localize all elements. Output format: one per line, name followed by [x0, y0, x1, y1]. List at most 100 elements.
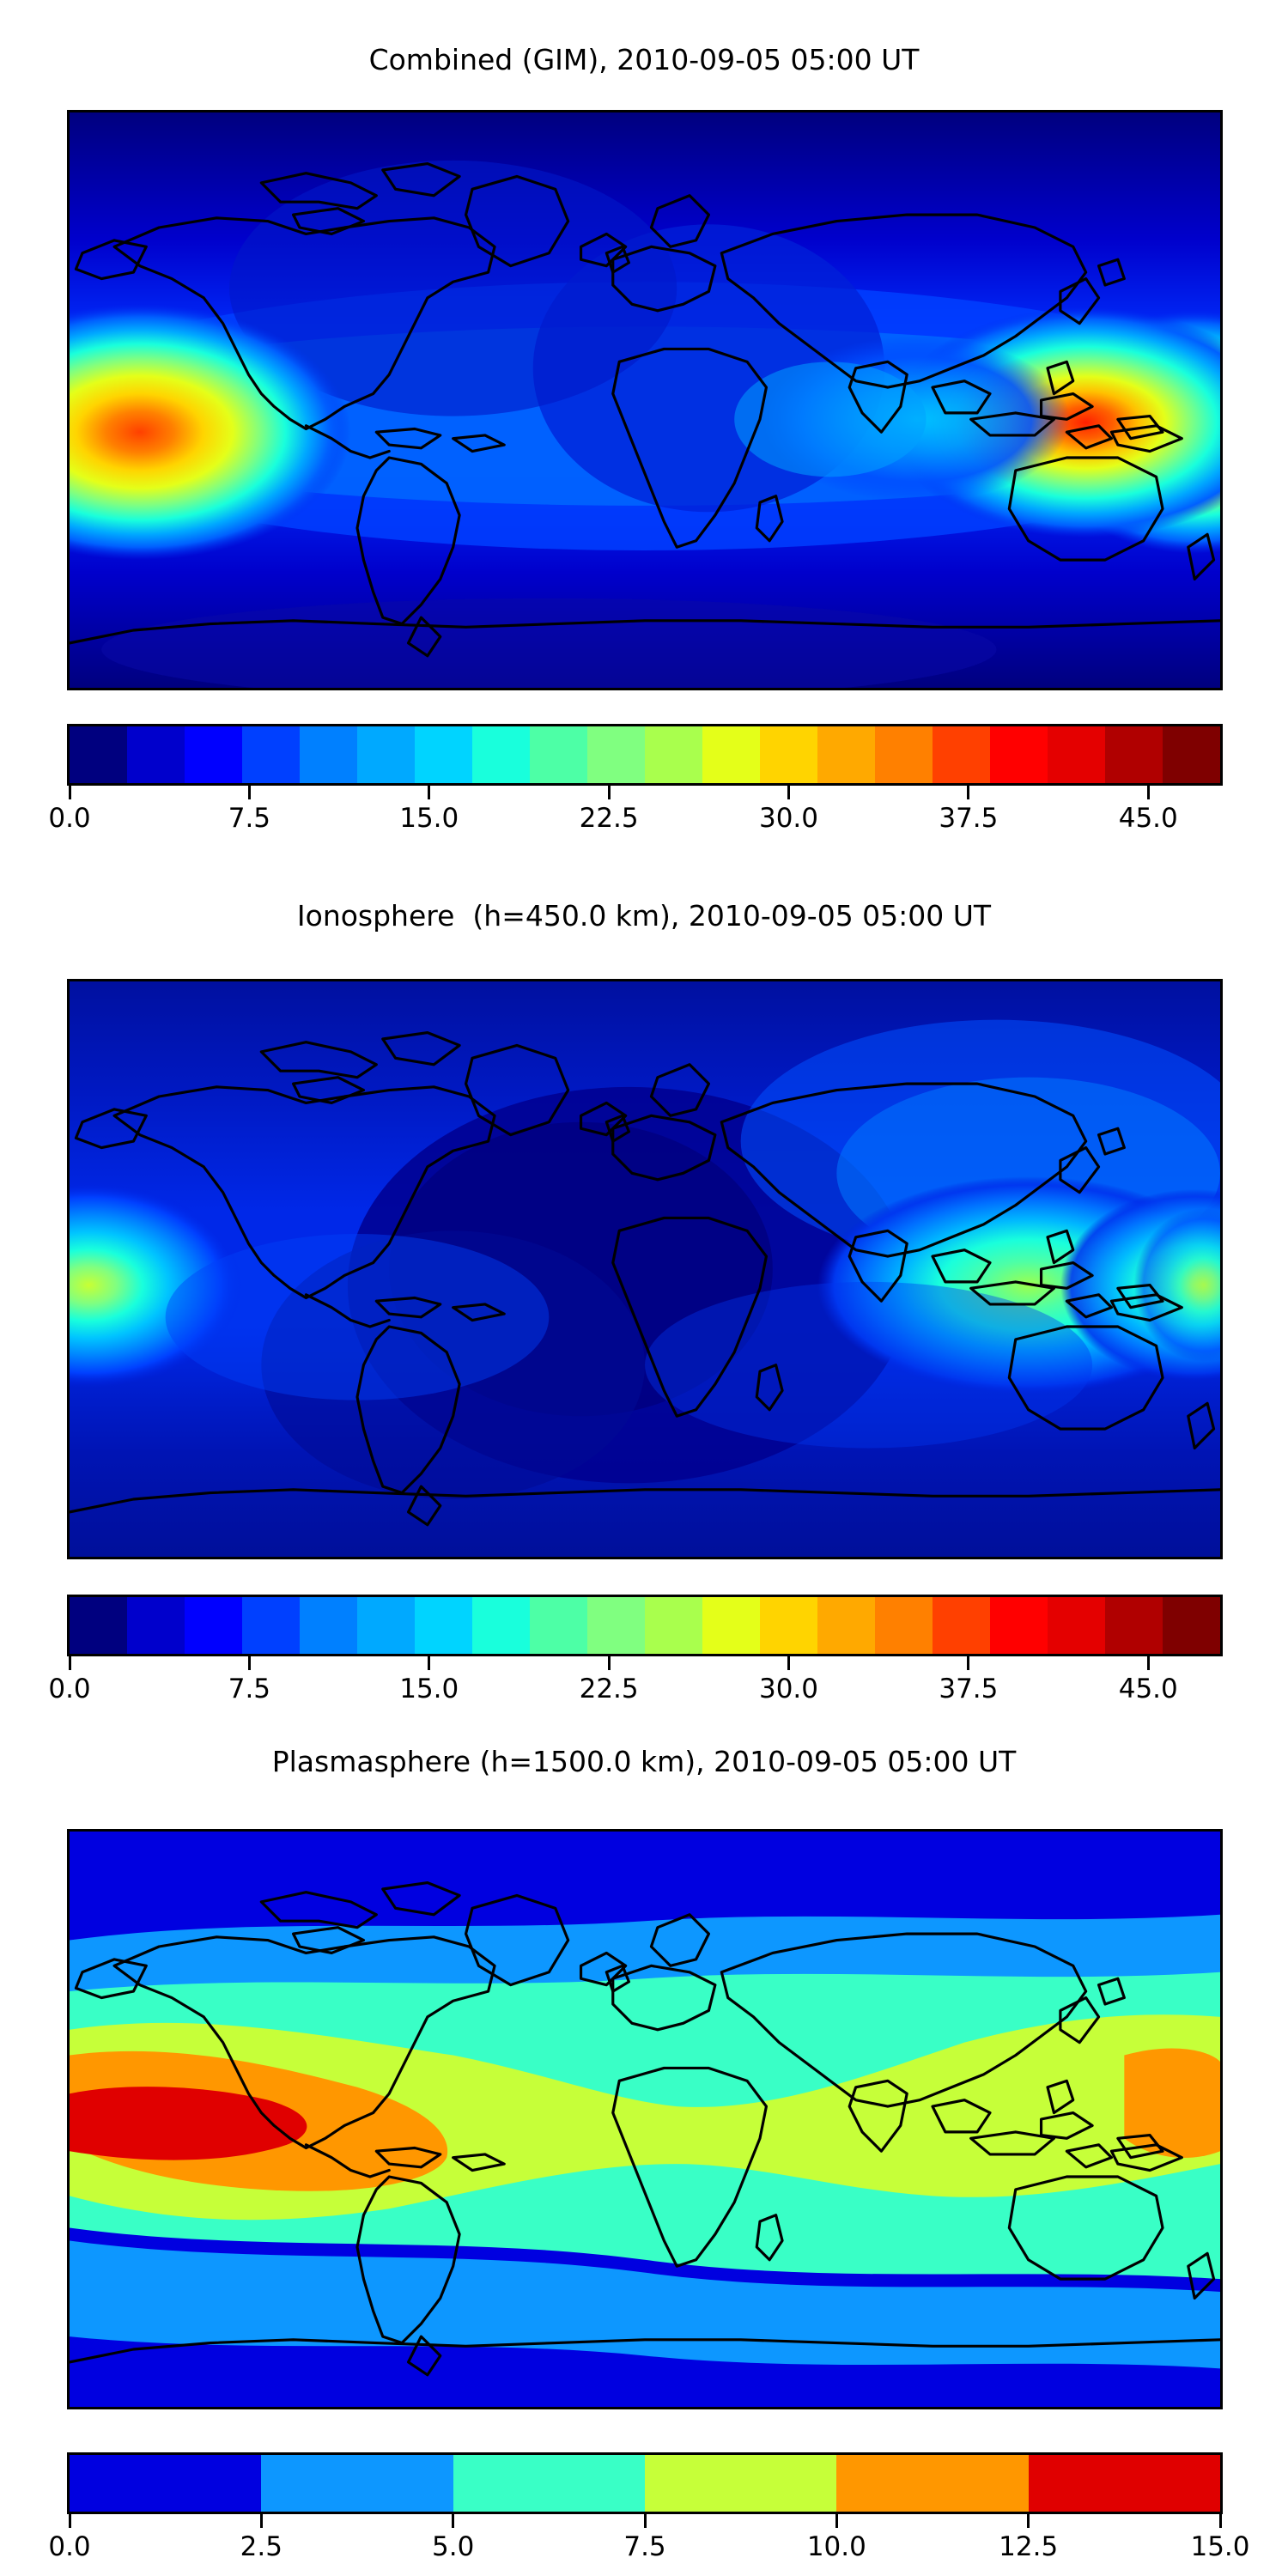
colorbar-combined-gim: 0.0 7.5 15.0 22.5 30.0 37.5 45.0 [48, 724, 1223, 834]
colorbar-segment [875, 1597, 933, 1654]
colorbar-segment [357, 726, 415, 783]
colorbar-tick-label: 7.5 [623, 2531, 666, 2562]
colorbar-tick-label: 30.0 [758, 1674, 819, 1704]
colorbar-segment [702, 1597, 760, 1654]
colorbar-segment [530, 1597, 587, 1654]
colorbar-segment [357, 1597, 415, 1654]
colorbar-segment [185, 1597, 242, 1654]
colorbar-tick-label: 7.5 [228, 1674, 271, 1704]
map-canvas-plasmasphere [70, 1832, 1220, 2407]
colorbar-tick [68, 2514, 71, 2528]
colorbar-segment [817, 726, 875, 783]
colorbar-segment [453, 2455, 645, 2512]
colorbar-segment [1105, 726, 1163, 783]
colorbar-segment [1105, 1597, 1163, 1654]
colorbar-ionosphere: 0.0 7.5 15.0 22.5 30.0 37.5 45.0 [48, 1595, 1223, 1704]
colorbar-segment [587, 1597, 645, 1654]
map-axes-combined-gim [67, 110, 1223, 690]
colorbar-tick [1027, 2514, 1030, 2528]
colorbar-segment [472, 726, 530, 783]
colorbar-segment [702, 726, 760, 783]
colorbar-segment [933, 726, 990, 783]
colorbar-tick [787, 1656, 790, 1670]
colorbar-tick [607, 786, 611, 799]
map-canvas-combined-gim [70, 112, 1220, 688]
colorbar-segment [70, 2455, 262, 2512]
colorbar-tick [259, 2514, 263, 2528]
panel-title-plasmasphere: Plasmasphere (h=1500.0 km), 2010-09-05 0… [271, 1745, 1017, 1778]
colorbar-tick [967, 786, 970, 799]
colorbar-segment [836, 2455, 1029, 2512]
colorbar-segment [261, 2455, 453, 2512]
colorbar-tick [835, 2514, 838, 2528]
colorbar-segment [1163, 726, 1220, 783]
colorbar-tick [1146, 1656, 1150, 1670]
colorbar-tick-label: 45.0 [1118, 1674, 1178, 1704]
map-canvas-ionosphere [70, 981, 1220, 1557]
map-axes-ionosphere [67, 979, 1223, 1559]
colorbar-segment [472, 1597, 530, 1654]
colorbar-segment [875, 726, 933, 783]
colorbar-tick-label: 12.5 [999, 2531, 1059, 2562]
colorbar-tick-label: 22.5 [579, 1674, 639, 1704]
colorbar-tick-label: 0.0 [48, 2531, 91, 2562]
colorbar-tick-label: 5.0 [432, 2531, 475, 2562]
colorbar-tick-label: 15.0 [399, 803, 459, 834]
colorbar-segment [242, 1597, 300, 1654]
colorbar-tick-label: 45.0 [1118, 803, 1178, 834]
colorbar-segment [990, 726, 1048, 783]
colorbar-segment [530, 726, 587, 783]
coastlines-layer-2 [70, 1030, 1220, 1527]
colorbar-segment [760, 1597, 817, 1654]
colorbar-tick-label: 37.5 [939, 1674, 999, 1704]
colorbar-tick-label: 10.0 [806, 2531, 866, 2562]
colorbar-tick-label: 37.5 [939, 803, 999, 834]
colorbar-tick-label: 0.0 [48, 803, 91, 834]
panel-ionosphere: Ionosphere (h=450.0 km), 2010-09-05 05:0… [0, 859, 1288, 1717]
colorbar-segment [933, 1597, 990, 1654]
panel-title-combined-gim: Combined (GIM), 2010-09-05 05:00 UT [368, 43, 920, 76]
colorbar-segment [1048, 726, 1105, 783]
colorbar-strip-2 [67, 1595, 1223, 1656]
colorbar-tick [967, 1656, 970, 1670]
colorbar-tick-label: 2.5 [240, 2531, 283, 2562]
colorbar-tick [247, 786, 251, 799]
colorbar-tick [247, 1656, 251, 1670]
colorbar-segment [70, 726, 127, 783]
colorbar-tick [428, 786, 431, 799]
colorbar-segment [300, 1597, 357, 1654]
colorbar-strip-3 [67, 2452, 1223, 2514]
colorbar-segment [1163, 1597, 1220, 1654]
colorbar-tick [1146, 786, 1150, 799]
colorbar-tick [1218, 2514, 1222, 2528]
colorbar-segment [127, 1597, 185, 1654]
colorbar-segment [415, 726, 472, 783]
colorbar-tick-label: 15.0 [399, 1674, 459, 1704]
colorbar-segment [415, 1597, 472, 1654]
coastlines-layer-3 [70, 1880, 1220, 2377]
colorbar-tick [428, 1656, 431, 1670]
colorbar-segment [127, 726, 185, 783]
colorbar-segment [817, 1597, 875, 1654]
colorbar-segment [645, 2455, 837, 2512]
colorbar-segment [760, 726, 817, 783]
colorbar-segment [185, 726, 242, 783]
colorbar-tick-label: 0.0 [48, 1674, 91, 1704]
colorbar-segment [645, 726, 702, 783]
colorbar-tick [607, 1656, 611, 1670]
colorbar-tick [452, 2514, 455, 2528]
colorbar-strip-1 [67, 724, 1223, 786]
colorbar-plasmasphere: 0.0 2.5 5.0 7.5 10.0 12.5 15.0 [48, 2452, 1250, 2562]
panel-plasmasphere: Plasmasphere (h=1500.0 km), 2010-09-05 0… [0, 1717, 1288, 2576]
colorbar-tick-label: 30.0 [758, 803, 819, 834]
colorbar-segment [242, 726, 300, 783]
colorbar-segment [587, 726, 645, 783]
colorbar-tick-label: 7.5 [228, 803, 271, 834]
colorbar-segment [645, 1597, 702, 1654]
map-axes-plasmasphere [67, 1829, 1223, 2409]
colorbar-tick-label: 15.0 [1190, 2531, 1250, 2562]
panel-title-ionosphere: Ionosphere (h=450.0 km), 2010-09-05 05:0… [296, 899, 992, 933]
colorbar-tick [643, 2514, 647, 2528]
colorbar-tick [68, 1656, 71, 1670]
